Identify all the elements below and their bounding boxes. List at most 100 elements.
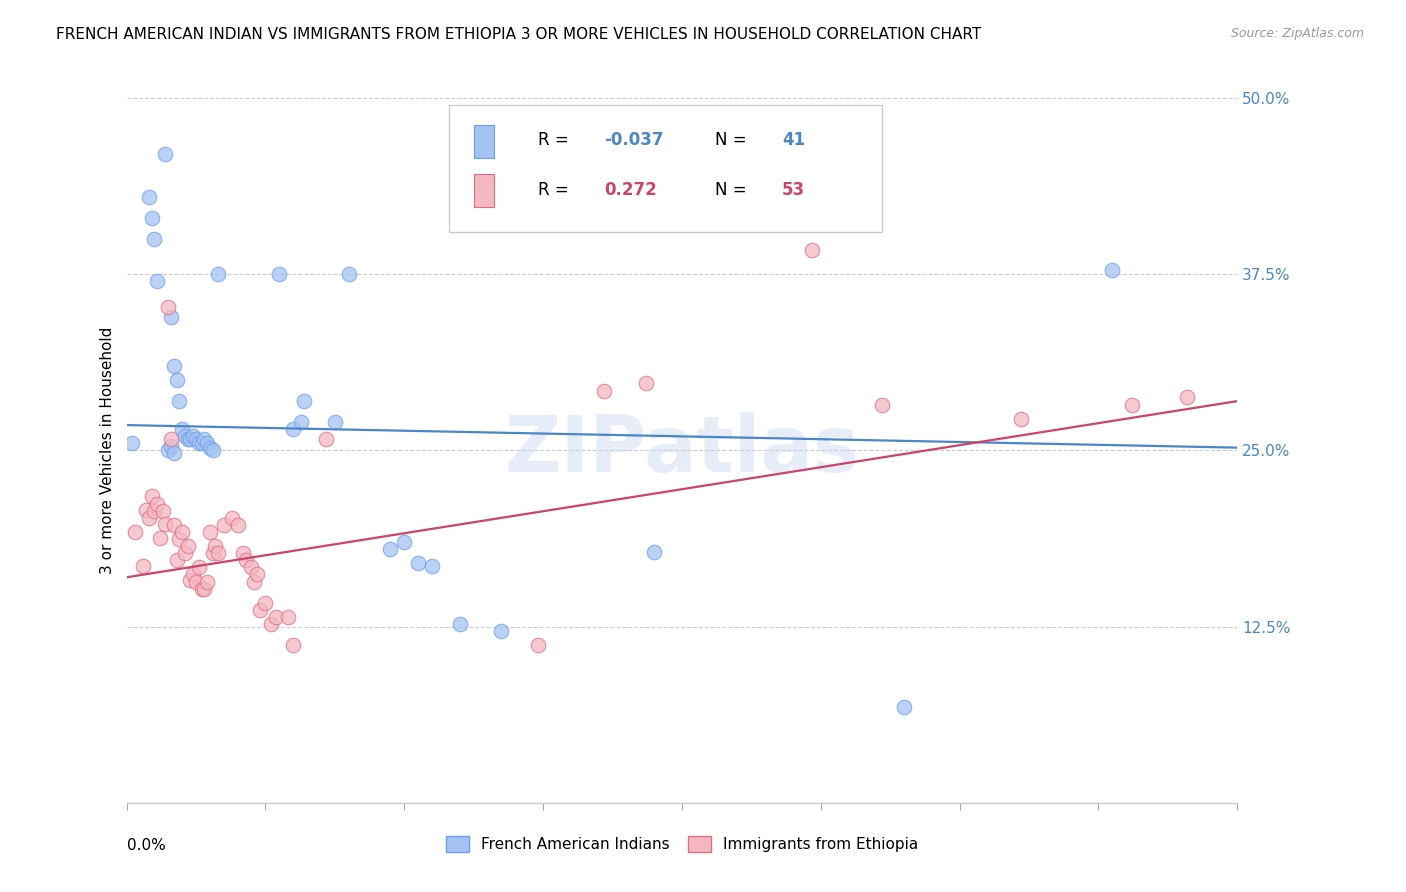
Point bbox=[526, 638, 548, 652]
Point bbox=[163, 359, 186, 373]
Point bbox=[240, 560, 263, 574]
Legend: French American Indians, Immigrants from Ethiopia: French American Indians, Immigrants from… bbox=[440, 830, 924, 859]
Point bbox=[380, 542, 402, 557]
Text: 53: 53 bbox=[782, 181, 806, 199]
Point bbox=[157, 300, 180, 314]
Point bbox=[420, 559, 443, 574]
Point bbox=[246, 567, 269, 582]
Point bbox=[893, 700, 915, 714]
Point bbox=[176, 539, 198, 553]
Text: FRENCH AMERICAN INDIAN VS IMMIGRANTS FROM ETHIOPIA 3 OR MORE VEHICLES IN HOUSEHO: FRENCH AMERICAN INDIAN VS IMMIGRANTS FRO… bbox=[56, 27, 981, 42]
Text: 0.272: 0.272 bbox=[605, 181, 657, 199]
Point bbox=[593, 384, 616, 399]
Point bbox=[212, 518, 235, 533]
Point bbox=[337, 268, 360, 282]
Point bbox=[169, 394, 191, 409]
Point bbox=[198, 441, 221, 455]
Point bbox=[155, 147, 177, 161]
Point bbox=[163, 446, 186, 460]
Point bbox=[124, 525, 146, 540]
Text: 41: 41 bbox=[782, 131, 806, 149]
Point bbox=[169, 533, 191, 547]
Point bbox=[138, 190, 160, 204]
Point bbox=[195, 574, 218, 589]
Text: Source: ZipAtlas.com: Source: ZipAtlas.com bbox=[1230, 27, 1364, 40]
Point bbox=[173, 429, 195, 443]
Point bbox=[1101, 263, 1123, 277]
Point bbox=[232, 546, 254, 560]
Point bbox=[184, 432, 207, 446]
Point bbox=[141, 489, 163, 503]
Point bbox=[149, 531, 172, 545]
Point bbox=[269, 268, 291, 282]
Point bbox=[187, 436, 209, 450]
Point bbox=[160, 310, 183, 324]
Point bbox=[204, 539, 226, 553]
Point bbox=[801, 244, 824, 258]
Text: -0.037: -0.037 bbox=[605, 131, 664, 149]
Point bbox=[163, 518, 186, 533]
Point bbox=[138, 511, 160, 525]
Point bbox=[172, 525, 194, 540]
Point bbox=[406, 556, 429, 570]
Text: R =: R = bbox=[537, 131, 574, 149]
Point bbox=[260, 616, 283, 631]
Point bbox=[166, 553, 188, 567]
Point bbox=[179, 573, 201, 587]
Point bbox=[870, 398, 893, 412]
Point bbox=[152, 504, 174, 518]
Point bbox=[135, 502, 157, 516]
Point bbox=[207, 546, 229, 560]
Point bbox=[146, 497, 169, 511]
Point bbox=[643, 545, 665, 559]
Point bbox=[193, 582, 215, 596]
Point bbox=[160, 439, 183, 453]
Point bbox=[121, 436, 143, 450]
Point bbox=[166, 373, 188, 387]
Point bbox=[181, 567, 204, 582]
Point bbox=[1010, 412, 1032, 426]
Point bbox=[160, 432, 183, 446]
Point bbox=[394, 535, 416, 549]
Point bbox=[281, 638, 304, 652]
Point bbox=[176, 432, 198, 446]
Point bbox=[491, 624, 513, 638]
Point bbox=[634, 376, 657, 390]
Point bbox=[449, 616, 471, 631]
Text: 0.0%: 0.0% bbox=[127, 838, 166, 853]
Point bbox=[173, 546, 195, 560]
Point bbox=[132, 559, 155, 574]
Point bbox=[141, 211, 163, 225]
Point bbox=[292, 394, 315, 409]
Point bbox=[143, 504, 166, 518]
Point bbox=[201, 546, 224, 560]
Point bbox=[315, 432, 337, 446]
Text: N =: N = bbox=[716, 181, 752, 199]
Point bbox=[198, 525, 221, 540]
Point bbox=[181, 429, 204, 443]
Point bbox=[193, 432, 215, 446]
Point bbox=[249, 603, 271, 617]
FancyBboxPatch shape bbox=[474, 125, 494, 158]
Point bbox=[207, 268, 229, 282]
Text: ZIPatlas: ZIPatlas bbox=[505, 412, 859, 489]
Point bbox=[187, 560, 209, 574]
Point bbox=[226, 518, 249, 533]
Point bbox=[281, 422, 304, 436]
Point bbox=[1175, 390, 1198, 404]
FancyBboxPatch shape bbox=[449, 105, 882, 232]
Point bbox=[243, 574, 266, 589]
FancyBboxPatch shape bbox=[474, 174, 494, 207]
Point bbox=[172, 422, 194, 436]
Point bbox=[266, 609, 288, 624]
Point bbox=[235, 553, 257, 567]
Point bbox=[184, 574, 207, 589]
Point bbox=[190, 436, 212, 450]
Point bbox=[143, 232, 166, 246]
Point bbox=[157, 443, 180, 458]
Text: R =: R = bbox=[537, 181, 574, 199]
Point bbox=[290, 415, 312, 429]
Point bbox=[195, 436, 218, 450]
Point bbox=[201, 443, 224, 458]
Point bbox=[155, 516, 177, 531]
